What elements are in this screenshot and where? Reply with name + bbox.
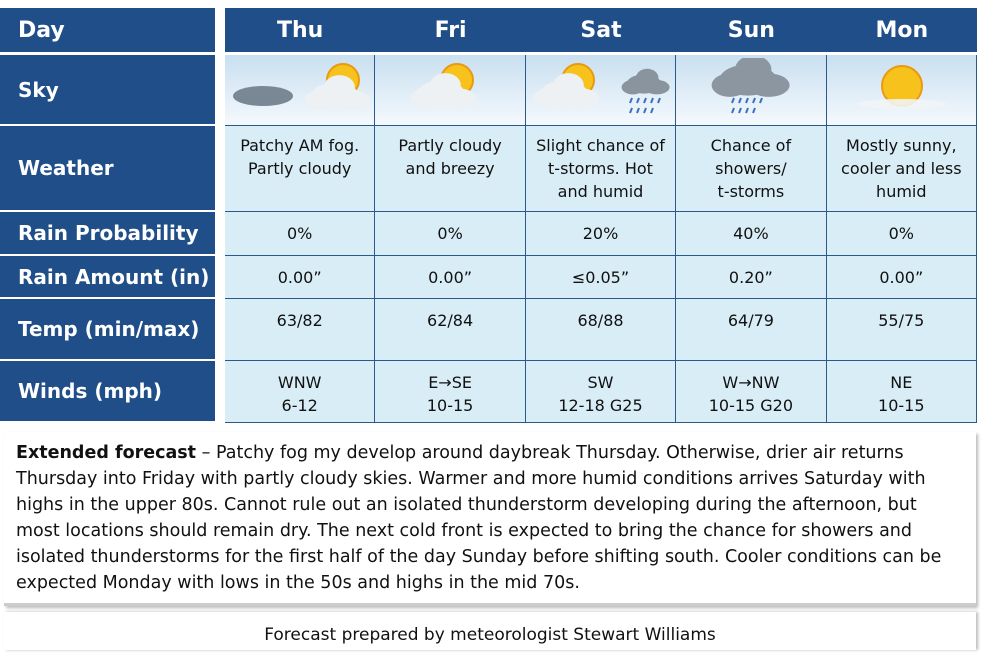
cell-text: 0.00” bbox=[879, 268, 924, 287]
data-cell: 0% bbox=[826, 212, 977, 256]
cell-text: 0.00” bbox=[428, 268, 473, 287]
cell-text: 10-15 G20 bbox=[708, 396, 794, 415]
data-cell: NE 10-15 bbox=[826, 361, 977, 423]
cell-text: t-storms bbox=[717, 182, 785, 201]
cell-text: ≤0.05” bbox=[571, 268, 630, 287]
cell-text: Slight chance of bbox=[536, 136, 665, 155]
separator: – bbox=[201, 443, 211, 463]
sky-icon bbox=[233, 63, 371, 111]
extended-text: Patchy fog my develop around daybreak Th… bbox=[16, 443, 942, 593]
footer: Forecast prepared by meteorologist Stewa… bbox=[4, 612, 976, 650]
cell-text: W→NW bbox=[722, 373, 780, 392]
data-cell: 0.00” bbox=[225, 256, 376, 299]
cell-text: 10-15 bbox=[878, 396, 925, 415]
data-cell: E→SE 10-15 bbox=[375, 361, 526, 423]
cell-text: SW bbox=[587, 373, 614, 392]
cell-text: Partly cloudy bbox=[248, 159, 352, 178]
data-cell: 62/84 bbox=[375, 299, 526, 361]
row-label: Temp (min/max) bbox=[0, 299, 215, 361]
cell-text: 55/75 bbox=[878, 311, 925, 330]
cell-text: 0.00” bbox=[277, 268, 322, 287]
cell-text: 40% bbox=[733, 224, 769, 243]
cell-text: 68/88 bbox=[577, 311, 624, 330]
header-cell: Mon bbox=[826, 8, 977, 55]
data-cell: 0.00” bbox=[826, 256, 977, 299]
sky-icon bbox=[410, 63, 477, 109]
data-cell: Chance of showers/t-storms bbox=[676, 126, 827, 212]
cell-text: Partly cloudy bbox=[398, 136, 502, 155]
data-cell: W→NW 10-15 G20 bbox=[676, 361, 827, 423]
sky-icon bbox=[856, 65, 947, 109]
data-cell: Partly cloudy and breezy bbox=[375, 126, 526, 212]
header-cell: Fri bbox=[375, 8, 526, 55]
sky-icon bbox=[711, 58, 790, 114]
extended-label: Extended forecast bbox=[16, 443, 197, 463]
data-cell: 20% bbox=[525, 212, 677, 256]
cell-text: cooler and less bbox=[841, 159, 962, 178]
data-cell: 0% bbox=[375, 212, 526, 256]
cell-text: 0% bbox=[888, 224, 914, 243]
data-cell: SW 12-18 G25 bbox=[525, 361, 677, 423]
data-cell: 0% bbox=[225, 212, 376, 256]
cell-text: and breezy bbox=[405, 159, 495, 178]
header-cell: Sun bbox=[676, 8, 827, 55]
cell-text: showers/ bbox=[715, 159, 787, 178]
data-cell: 63/82 bbox=[225, 299, 376, 361]
cell-text: Mostly sunny, bbox=[846, 136, 957, 155]
header-cell: Thu bbox=[225, 8, 376, 55]
extended-forecast: Extended forecast – Patchy fog my develo… bbox=[4, 432, 976, 606]
cell-text: WNW bbox=[277, 373, 322, 392]
cell-text: NE bbox=[890, 373, 913, 392]
data-cell: 0.00” bbox=[375, 256, 526, 299]
cell-text: 62/84 bbox=[427, 311, 474, 330]
cell-text: humid bbox=[876, 182, 927, 201]
row-label: Rain Amount (in) bbox=[0, 256, 215, 299]
cell-text: 64/79 bbox=[727, 311, 774, 330]
cell-text: Chance of bbox=[710, 136, 792, 155]
cell-text: 12-18 G25 bbox=[558, 396, 643, 415]
cell-text: Patchy AM fog. bbox=[240, 136, 360, 155]
data-cell: 64/79 bbox=[676, 299, 827, 361]
cell-text: 63/82 bbox=[276, 311, 323, 330]
cell-text: 0% bbox=[437, 224, 463, 243]
header-cell: Sat bbox=[525, 8, 677, 55]
row-label: Rain Probability bbox=[0, 212, 215, 256]
cell-text: 0% bbox=[287, 224, 313, 243]
data-cell: Patchy AM fog. Partly cloudy bbox=[225, 126, 376, 212]
cell-text: t-storms. Hot bbox=[548, 159, 653, 178]
row-label: Sky bbox=[0, 55, 215, 126]
cell-text: 6-12 bbox=[281, 396, 318, 415]
data-cell: 68/88 bbox=[525, 299, 677, 361]
data-cell: Mostly sunny, cooler and less humid bbox=[826, 126, 977, 212]
row-label: Winds (mph) bbox=[0, 361, 215, 423]
header-cell: Day bbox=[0, 8, 215, 55]
cell-text: and humid bbox=[557, 182, 644, 201]
cell-text: 10-15 bbox=[426, 396, 474, 415]
cell-text: 0.20” bbox=[728, 268, 773, 287]
data-cell: 0.20” bbox=[676, 256, 827, 299]
cell-text: 20% bbox=[582, 224, 619, 243]
row-label: Weather bbox=[0, 126, 215, 212]
sky-icon bbox=[532, 63, 670, 114]
data-cell: WNW 6-12 bbox=[225, 361, 376, 423]
data-cell: ≤0.05” bbox=[525, 256, 677, 299]
data-cell: 40% bbox=[676, 212, 827, 256]
data-cell: 55/75 bbox=[826, 299, 977, 361]
data-cell: Slight chance of t-storms. Hot and humid bbox=[525, 126, 677, 212]
cell-text: E→SE bbox=[428, 373, 472, 392]
